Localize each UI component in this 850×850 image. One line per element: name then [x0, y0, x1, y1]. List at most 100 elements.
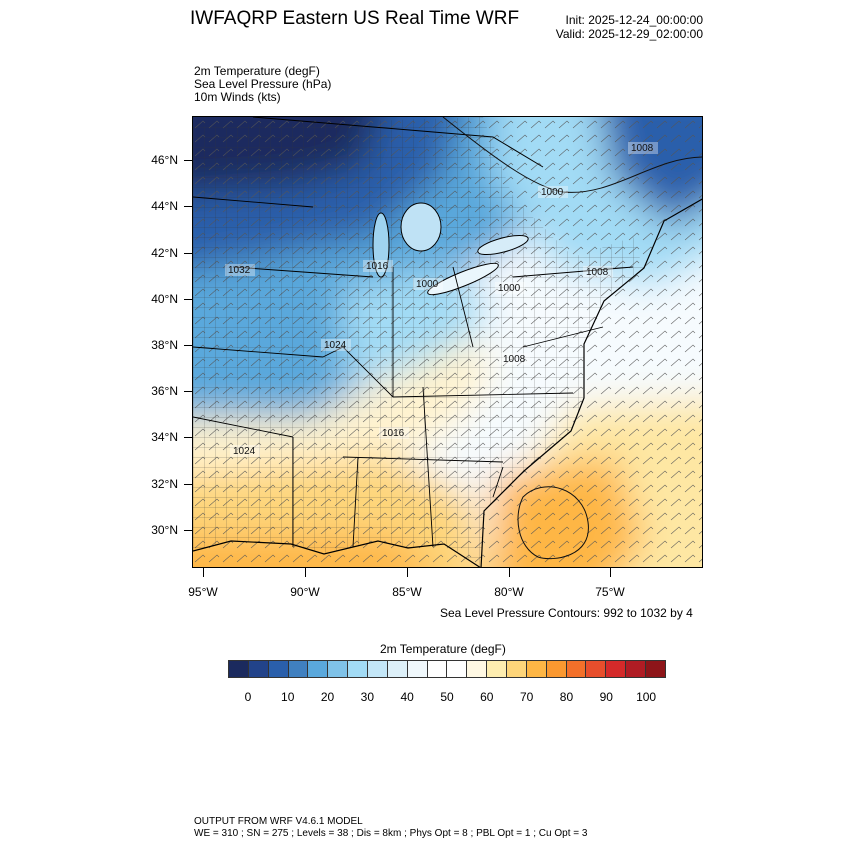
colorbar-swatch — [586, 661, 607, 677]
lat-label: 38°N — [151, 338, 178, 352]
colorbar-label: 30 — [360, 690, 375, 704]
colorbar-swatch — [288, 661, 309, 677]
county-lines — [193, 117, 643, 567]
colorbar-swatch — [487, 661, 508, 677]
lat-tick — [184, 160, 192, 161]
colorbar-swatch — [368, 661, 388, 677]
lon-label: 95°W — [188, 585, 218, 599]
contour-label-box — [538, 186, 568, 198]
contour-label: 1000 — [541, 187, 564, 198]
colorbar-swatch — [248, 661, 269, 677]
lat-label: 46°N — [151, 153, 178, 167]
lon-label: 75°W — [595, 585, 625, 599]
colorbar-swatch — [546, 661, 567, 677]
colorbar-label: 20 — [320, 690, 335, 704]
field-label-temperature: 2m Temperature (degF) — [194, 64, 320, 78]
lat-tick — [184, 299, 192, 300]
lat-tick — [184, 484, 192, 485]
contour-label-box — [628, 142, 658, 154]
lon-tick — [305, 568, 306, 577]
contour-label-box — [495, 282, 525, 294]
colorbar-swatch — [606, 661, 627, 677]
colorbar-label: 100 — [636, 690, 657, 704]
colorbar-swatch — [467, 661, 488, 677]
slp-contour-note: Sea Level Pressure Contours: 992 to 1032… — [440, 606, 693, 620]
colorbar-swatch — [407, 661, 428, 677]
init-time: Init: 2025-12-24_00:00:00 — [565, 13, 703, 27]
plot-title: IWFAQRP Eastern US Real Time WRF — [190, 8, 520, 29]
contour-label-box — [230, 445, 260, 457]
lat-label: 44°N — [151, 199, 178, 213]
lon-label: 85°W — [392, 585, 422, 599]
colorbar-label: 0 — [244, 690, 252, 704]
lon-label: 80°W — [494, 585, 524, 599]
lat-label: 30°N — [151, 523, 178, 537]
colorbar-swatch — [348, 661, 369, 677]
colorbar-swatch — [308, 661, 329, 677]
colorbar-swatch — [427, 661, 448, 677]
lon-label: 90°W — [290, 585, 320, 599]
colorbar-swatch — [229, 661, 249, 677]
contour-label-box — [500, 353, 530, 365]
colorbar-swatch — [328, 661, 349, 677]
contour-label: 1024 — [233, 446, 256, 457]
colorbar-label: 90 — [599, 690, 613, 704]
lat-tick — [184, 437, 192, 438]
contour-label-box — [321, 339, 351, 351]
lat-label: 40°N — [151, 292, 178, 306]
model-settings: WE = 310 ; SN = 275 ; Levels = 38 ; Dis … — [194, 828, 588, 839]
colorbar-swatch — [447, 661, 468, 677]
contour-label: 1008 — [503, 354, 526, 365]
lat-tick — [184, 253, 192, 254]
lon-tick — [407, 568, 408, 577]
colorbar-swatch — [566, 661, 587, 677]
map-canvas: 1008 1000 1032 1016 1000 1000 1008 1024 1008 1016… — [193, 117, 702, 567]
lon-tick — [610, 568, 611, 577]
field-label-winds: 10m Winds (kts) — [194, 90, 281, 104]
lat-label: 32°N — [151, 477, 178, 491]
colorbar-label: 60 — [480, 690, 494, 704]
lon-tick — [509, 568, 510, 577]
colorbar-swatch — [526, 661, 547, 677]
colorbar-label: 70 — [519, 690, 534, 704]
lat-label: 34°N — [151, 430, 178, 444]
colorbar-swatch — [626, 661, 647, 677]
weather-map: 1008 1000 1032 1016 1000 1000 1008 1024 1008 1016… — [192, 116, 703, 568]
lat-label: 36°N — [151, 384, 178, 398]
lat-tick — [184, 206, 192, 207]
lat-label: 42°N — [151, 246, 178, 260]
contour-label: 1016 — [382, 428, 405, 439]
colorbar-label: 10 — [281, 690, 295, 704]
pressure-contours — [442, 117, 702, 560]
lat-tick — [184, 345, 192, 346]
contour-label: 1024 — [324, 340, 347, 351]
colorbar-swatch — [507, 661, 527, 677]
lat-tick — [184, 530, 192, 531]
contour-label-box — [583, 266, 613, 278]
contour-label-box — [225, 264, 255, 276]
contour-labels: 1008 1000 1032 1016 1000 1000 1008 1024 1008 1016… — [225, 142, 658, 457]
lat-tick — [184, 391, 192, 392]
colorbar-label: 50 — [440, 690, 454, 704]
colorbar-swatch — [268, 661, 289, 677]
field-label-pressure: Sea Level Pressure (hPa) — [194, 77, 332, 91]
lon-tick — [203, 568, 204, 577]
contour-label: 1008 — [631, 143, 654, 154]
colorbar — [228, 660, 666, 678]
contour-label-box — [379, 427, 409, 439]
colorbar-label: 40 — [400, 690, 414, 704]
valid-time: Valid: 2025-12-29_02:00:00 — [555, 27, 703, 41]
colorbar-label: 80 — [559, 690, 574, 704]
contour-label: 1008 — [586, 267, 609, 278]
contour-label: 1000 — [416, 279, 439, 290]
contour-label-box — [413, 278, 443, 290]
contour-label: 1000 — [498, 283, 521, 294]
colorbar-swatch — [646, 661, 665, 677]
model-info: OUTPUT FROM WRF V4.6.1 MODEL — [194, 816, 363, 827]
colorbar-swatch — [387, 661, 408, 677]
contour-label: 1016 — [366, 261, 389, 272]
coastlines-and-borders — [193, 117, 702, 567]
contour-label: 1032 — [228, 265, 251, 276]
colorbar-title: 2m Temperature (degF) — [380, 642, 506, 656]
contour-label-box — [363, 260, 393, 272]
